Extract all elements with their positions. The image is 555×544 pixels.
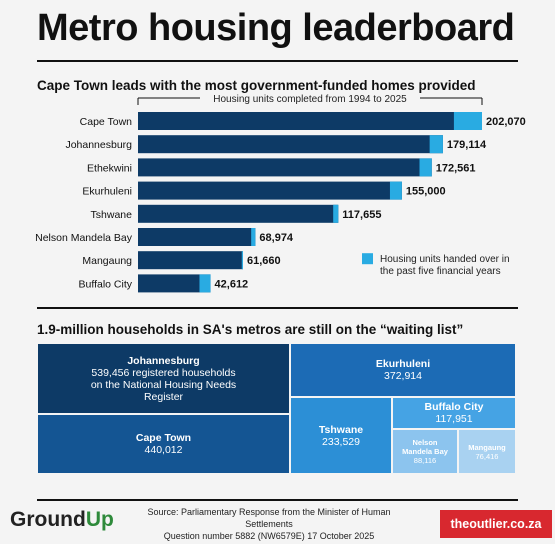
bar-recent-ekurhuleni bbox=[389, 181, 402, 200]
value-label-johannesburg: 179,114 bbox=[447, 139, 487, 151]
legend-recent-line-1: Housing units handed over in bbox=[380, 254, 510, 265]
value-label-tshwane: 117,655 bbox=[342, 209, 381, 221]
treemap-name-buffalo-city: Buffalo City bbox=[424, 401, 484, 413]
bar-total-buffalo-city bbox=[138, 274, 211, 293]
bar-recent-nelson-mandela-bay bbox=[251, 228, 256, 246]
treemap-cell-buffalo-city: Buffalo City 117,951 bbox=[392, 397, 516, 429]
source-line-2: Question number 5882 (NW6579E) 17 Octobe… bbox=[163, 531, 375, 541]
value-label-buffalo-city: 42,612 bbox=[215, 278, 249, 290]
category-label-tshwane: Tshwane bbox=[91, 209, 133, 221]
bar-total-nelson-mandela-bay bbox=[138, 228, 256, 246]
bottom-divider bbox=[37, 499, 518, 501]
middle-divider bbox=[37, 307, 518, 309]
treemap-label-tshwane: 233,529 bbox=[322, 435, 360, 448]
bar-chart-subtitle: Cape Town leads with the most government… bbox=[37, 78, 476, 93]
treemap-name-nelson-mandela-bay: Nelson Mandela Bay bbox=[402, 438, 448, 456]
theoutlier-badge: theoutlier.co.za bbox=[440, 510, 552, 538]
category-label-johannesburg: Johannesburg bbox=[65, 139, 132, 151]
source-line-1: Source: Parliamentary Response from the … bbox=[147, 507, 391, 529]
logo-part-up: Up bbox=[85, 508, 114, 531]
bar-recent-cape-town bbox=[453, 112, 482, 130]
category-label-ekurhuleni: Ekurhuleni bbox=[82, 186, 132, 198]
category-label-cape-town: Cape Town bbox=[80, 116, 133, 128]
bar-total-cape-town bbox=[138, 112, 482, 130]
bar-chart: Housing units completed from 1994 to 202… bbox=[35, 94, 526, 293]
category-label-buffalo-city: Buffalo City bbox=[79, 278, 133, 290]
bar-total-ekurhuleni bbox=[138, 181, 402, 200]
treemap-cell-mangaung: Mangaung 76,416 bbox=[458, 429, 516, 474]
value-label-cape-town: 202,070 bbox=[486, 116, 526, 128]
treemap-cell-cape-town: Cape Town 440,012 bbox=[37, 414, 290, 474]
bar-total-mangaung bbox=[138, 251, 243, 270]
treemap-name-johannesburg: Johannesburg bbox=[127, 354, 200, 367]
treemap-cell-nelson-mandela-bay: Nelson Mandela Bay 88,116 bbox=[392, 429, 458, 474]
source-note: Source: Parliamentary Response from the … bbox=[128, 506, 410, 542]
legend-recent-line-2: the past five financial years bbox=[380, 266, 501, 277]
bar-recent-johannesburg bbox=[429, 135, 443, 154]
value-label-mangaung: 61,660 bbox=[247, 255, 281, 267]
bar-recent-buffalo-city bbox=[199, 274, 211, 293]
bar-recent-mangaung bbox=[241, 251, 243, 270]
treemap-cell-tshwane: Tshwane 233,529 bbox=[290, 397, 392, 474]
value-label-ethekwini: 172,561 bbox=[436, 162, 476, 174]
treemap-name-ekurhuleni: Ekurhuleni bbox=[375, 358, 431, 370]
treemap-name-mangaung: Mangaung bbox=[468, 442, 506, 452]
treemap-label-ekurhuleni: 372,914 bbox=[384, 370, 422, 382]
treemap-label-buffalo-city: 117,951 bbox=[435, 413, 473, 425]
value-label-ekurhuleni: 155,000 bbox=[406, 186, 446, 198]
legend-recent-swatch bbox=[362, 253, 373, 265]
treemap-cell-johannesburg: Johannesburg 539,456 registered househol… bbox=[37, 343, 290, 414]
page-title: Metro housing leaderboard bbox=[37, 7, 515, 49]
category-label-ethekwini: Ethekwini bbox=[87, 162, 132, 174]
treemap: Johannesburg 539,456 registered househol… bbox=[37, 343, 516, 474]
groundup-logo: GroundUp bbox=[10, 506, 114, 534]
treemap-label-mangaung: 76,416 bbox=[475, 451, 499, 461]
treemap-label-cape-town: 440,012 bbox=[144, 444, 183, 456]
logo-part-ground: Ground bbox=[10, 508, 86, 531]
bar-total-johannesburg bbox=[138, 135, 443, 154]
bar-recent-tshwane bbox=[333, 204, 339, 223]
category-label-nelson-mandela-bay: Nelson Mandela Bay bbox=[35, 232, 133, 244]
treemap-label-johannesburg: 539,456 registered households on the Nat… bbox=[90, 366, 237, 403]
category-label-mangaung: Mangaung bbox=[82, 255, 132, 267]
treemap-name-tshwane: Tshwane bbox=[318, 423, 364, 436]
treemap-subtitle: 1.9-million households in SA's metros ar… bbox=[37, 322, 464, 337]
treemap-label-nelson-mandela-bay: 88,116 bbox=[413, 456, 437, 465]
legend-total-label: Housing units completed from 1994 to 202… bbox=[213, 94, 407, 105]
treemap-cell-ekurhuleni: Ekurhuleni 372,914 bbox=[290, 343, 516, 397]
bar-recent-ethekwini bbox=[419, 158, 432, 177]
treemap-name-cape-town: Cape Town bbox=[135, 432, 192, 444]
bar-total-ethekwini bbox=[138, 158, 432, 177]
value-label-nelson-mandela-bay: 68,974 bbox=[259, 232, 294, 244]
bar-total-tshwane bbox=[138, 204, 339, 223]
top-divider bbox=[37, 60, 518, 62]
